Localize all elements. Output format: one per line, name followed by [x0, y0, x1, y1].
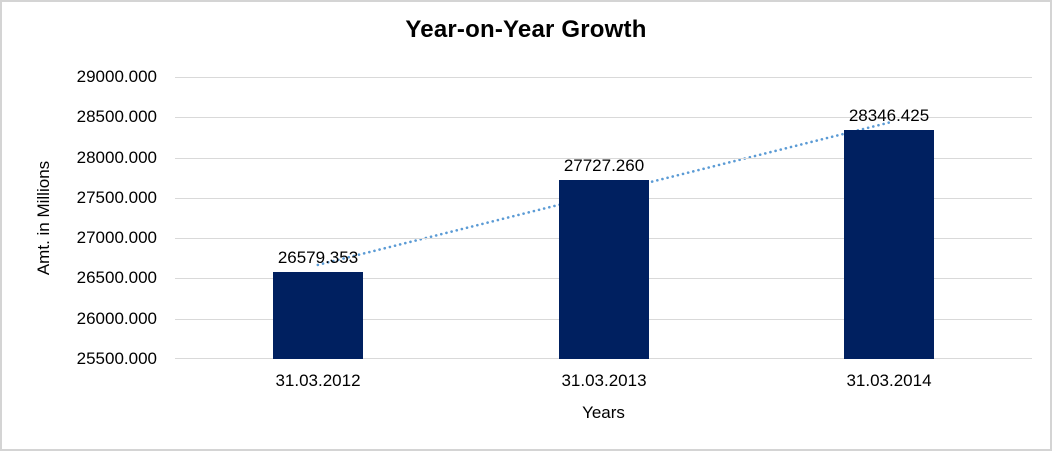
y-tick-label: 27500.000	[76, 187, 157, 207]
y-tick-label: 26000.000	[76, 308, 157, 328]
y-tick-label: 28000.000	[76, 147, 157, 167]
bar-value-label: 27727.260	[563, 156, 645, 175]
gridline	[175, 158, 1032, 159]
gridline	[175, 117, 1032, 118]
bar-value-label: 26579.353	[277, 248, 359, 267]
y-tick-label: 27000.000	[76, 228, 157, 248]
bar	[844, 130, 934, 359]
y-tick-label: 28500.000	[76, 107, 157, 127]
gridline	[175, 77, 1032, 78]
bar	[559, 180, 649, 359]
plot-area	[175, 77, 1032, 359]
x-tick-label: 31.03.2014	[846, 371, 932, 390]
chart-title: Year-on-Year Growth	[405, 16, 647, 43]
x-axis-title: Years	[582, 403, 625, 422]
bar-value-label: 28346.425	[848, 106, 930, 125]
y-tick-label: 26500.000	[76, 268, 157, 288]
x-tick-label: 31.03.2012	[275, 371, 361, 390]
x-tick-label: 31.03.2013	[561, 371, 647, 390]
y-tick-label: 25500.000	[76, 349, 157, 368]
y-tick-label: 29000.000	[76, 67, 157, 86]
bar	[273, 272, 363, 359]
